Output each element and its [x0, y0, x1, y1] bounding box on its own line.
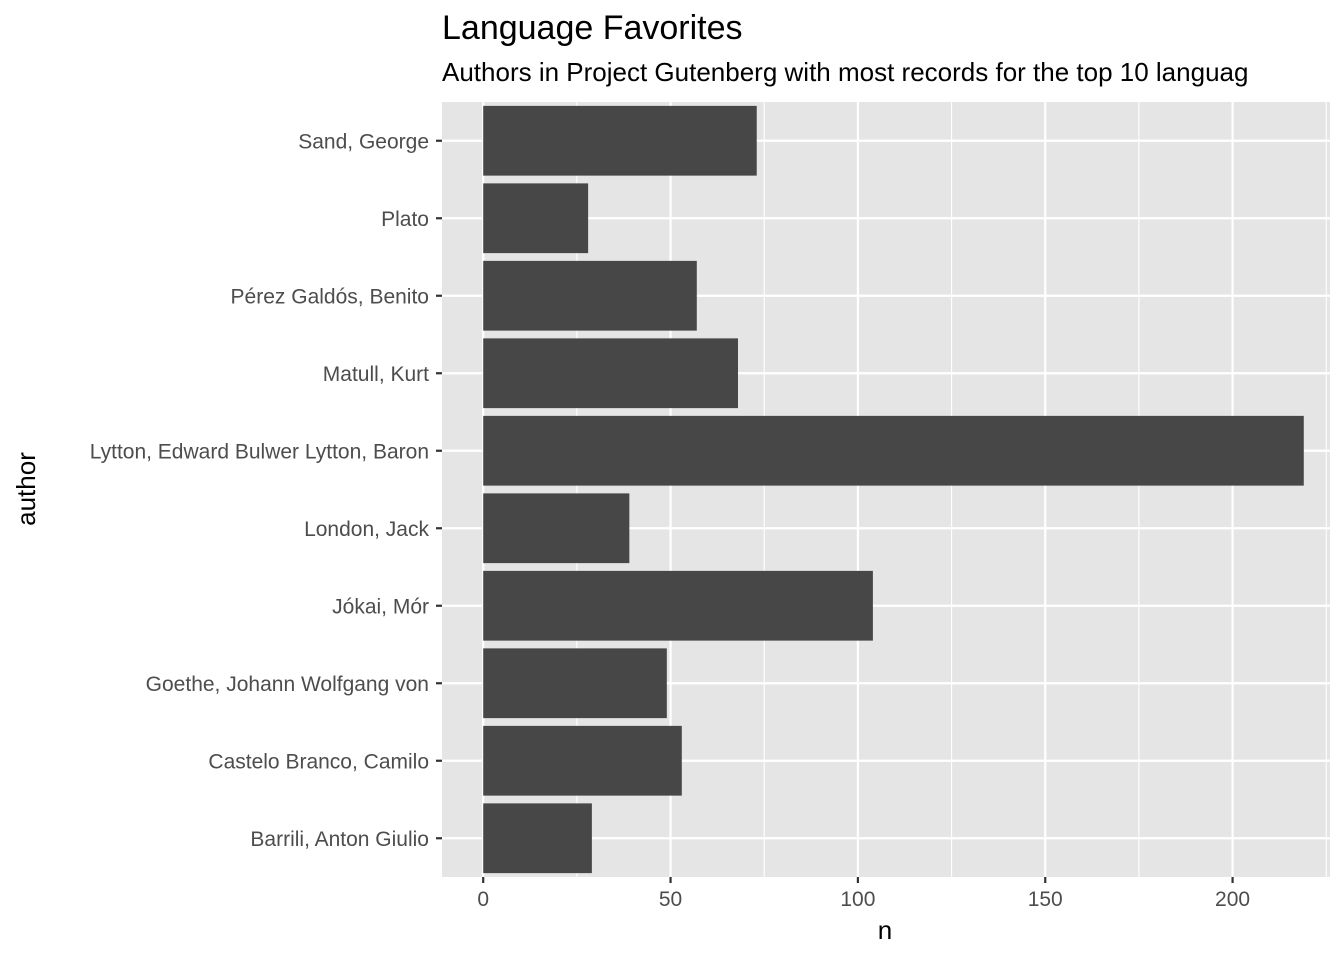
y-tick-label: Goethe, Johann Wolfgang von: [146, 673, 429, 696]
y-tick-label: Matull, Kurt: [323, 363, 429, 386]
bar: [483, 183, 589, 254]
bar: [483, 648, 667, 719]
x-tick-label: 150: [1028, 888, 1063, 911]
bars: [483, 105, 1304, 874]
bar: [483, 803, 592, 874]
y-tick-label: Plato: [381, 208, 429, 231]
y-tick-label: Sand, George: [298, 130, 429, 153]
bar: [483, 105, 757, 176]
x-axis-title: n: [878, 915, 892, 945]
y-tick-label: Barrili, Anton Giulio: [250, 828, 429, 851]
y-tick-label: Castelo Branco, Camilo: [208, 750, 429, 773]
y-tick-label: Pérez Galdós, Benito: [231, 285, 429, 308]
x-tick-label: 0: [477, 888, 489, 911]
y-axis-title: author: [11, 452, 41, 526]
bar: [483, 570, 873, 641]
x-tick-label: 50: [659, 888, 682, 911]
x-axis: 0 50 100 150 200: [477, 877, 1250, 911]
x-tick-label: 200: [1215, 888, 1250, 911]
bar: [483, 260, 697, 331]
bar: [483, 338, 738, 409]
bar: [483, 493, 630, 564]
y-tick-label: London, Jack: [304, 518, 429, 541]
chart-title: Language Favorites: [442, 9, 743, 47]
chart-subtitle: Authors in Project Gutenberg with most r…: [442, 57, 1248, 87]
y-axis: Sand, George Plato Pérez Galdós, Benito Mat…: [90, 130, 442, 851]
bar: [483, 725, 682, 796]
bar: [483, 415, 1304, 486]
y-tick-label: Lytton, Edward Bulwer Lytton, Baron: [90, 440, 429, 463]
x-tick-label: 100: [840, 888, 875, 911]
y-tick-label: Jókai, Mór: [332, 595, 429, 618]
